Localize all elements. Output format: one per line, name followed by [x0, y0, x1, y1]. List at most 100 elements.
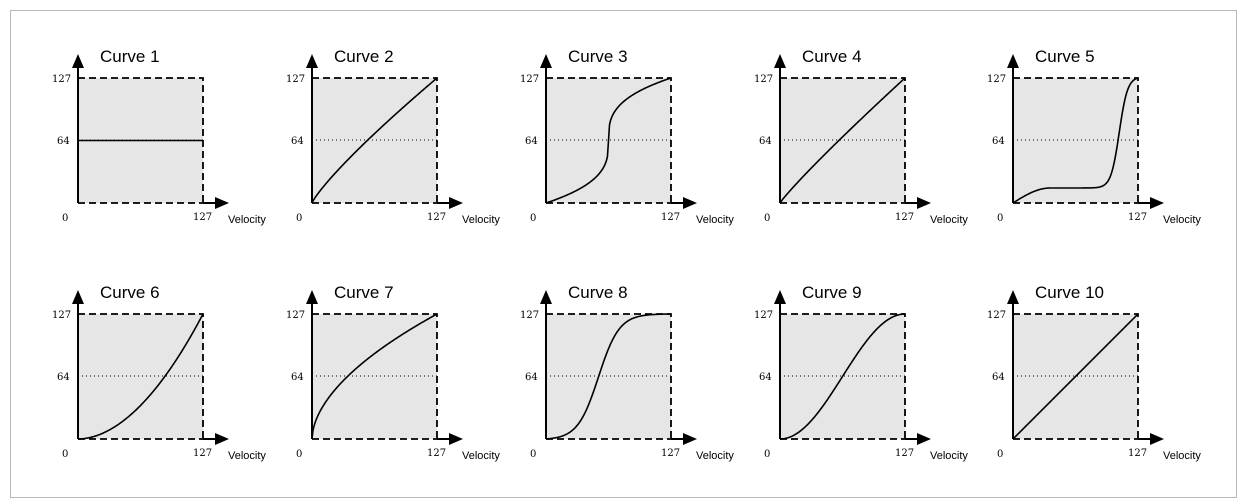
curve-panel-3: Curve 3 127 64 0 127 Velocity: [520, 47, 734, 226]
origin-tick: 0: [296, 449, 302, 460]
x-tick-max: 127: [193, 448, 212, 459]
x-axis-arrowhead: [683, 197, 697, 209]
x-axis-arrowhead: [917, 433, 931, 445]
y-axis-arrowhead: [540, 54, 552, 68]
x-tick-max: 127: [427, 212, 446, 223]
x-tick-max: 127: [661, 212, 680, 223]
origin-tick: 0: [530, 449, 536, 460]
curve-panel-8: Curve 8 127 64 0 127 Velocity: [520, 283, 734, 462]
y-axis-arrowhead: [540, 290, 552, 304]
y-axis-arrowhead: [72, 290, 84, 304]
y-tick-mid: 64: [525, 372, 538, 383]
y-tick-max: 127: [754, 74, 773, 85]
y-tick-max: 127: [52, 310, 71, 321]
velocity-curve-line: [311, 313, 438, 440]
y-tick-mid: 64: [759, 136, 772, 147]
x-tick-max: 127: [895, 212, 914, 223]
y-tick-mid: 64: [291, 372, 304, 383]
velocity-curve-line: [545, 77, 672, 204]
x-axis-label: Velocity: [696, 214, 734, 226]
y-tick-max: 127: [286, 310, 305, 321]
y-tick-mid: 64: [291, 136, 304, 147]
y-tick-max: 127: [987, 310, 1006, 321]
x-tick-max: 127: [661, 448, 680, 459]
origin-tick: 0: [296, 213, 302, 224]
curve-panel-1: Curve 1 127 64 0 127 Velocity: [52, 47, 266, 226]
origin-tick: 0: [764, 213, 770, 224]
curve-panel-5: Curve 5 127 64 0 127 Velocity: [987, 47, 1201, 226]
plot-area: [546, 314, 671, 439]
velocity-curve-line: [1012, 313, 1139, 440]
origin-tick: 0: [764, 449, 770, 460]
x-axis-arrowhead: [1150, 433, 1164, 445]
y-axis-arrowhead: [1007, 54, 1019, 68]
x-axis-label: Velocity: [1163, 214, 1201, 226]
x-axis-label: Velocity: [228, 450, 266, 462]
curve-title: Curve 10: [1035, 283, 1104, 302]
max-bound-dashed-line: [78, 77, 204, 203]
curve-title: Curve 6: [100, 283, 160, 302]
curve-title: Curve 2: [334, 47, 394, 66]
y-axis-arrowhead: [72, 54, 84, 68]
y-tick-mid: 64: [992, 136, 1005, 147]
plot-area: [312, 78, 437, 203]
x-tick-max: 127: [427, 448, 446, 459]
plot-area: [312, 314, 437, 439]
x-axis-arrowhead: [1150, 197, 1164, 209]
y-axis-arrowhead: [774, 54, 786, 68]
y-axis-arrowhead: [306, 54, 318, 68]
velocity-curve-line: [311, 77, 438, 204]
origin-tick: 0: [62, 449, 68, 460]
x-axis-arrowhead: [449, 433, 463, 445]
y-tick-max: 127: [520, 310, 539, 321]
x-axis-label: Velocity: [930, 450, 968, 462]
curve-title: Curve 1: [100, 47, 160, 66]
x-axis-arrowhead: [215, 433, 229, 445]
y-tick-max: 127: [520, 74, 539, 85]
velocity-curve-line: [545, 313, 672, 440]
origin-tick: 0: [997, 213, 1003, 224]
y-tick-max: 127: [52, 74, 71, 85]
y-tick-mid: 64: [759, 372, 772, 383]
curve-title: Curve 4: [802, 47, 862, 66]
y-tick-max: 127: [754, 310, 773, 321]
velocity-curve-line: [77, 313, 204, 440]
curve-panel-6: Curve 6 127 64 0 127 Velocity: [52, 283, 266, 462]
y-tick-max: 127: [286, 74, 305, 85]
x-axis-label: Velocity: [228, 214, 266, 226]
figure-border: [10, 10, 1237, 498]
y-tick-mid: 64: [525, 136, 538, 147]
x-axis-arrowhead: [917, 197, 931, 209]
y-tick-mid: 64: [992, 372, 1005, 383]
curve-title: Curve 8: [568, 283, 628, 302]
x-axis-label: Velocity: [462, 214, 500, 226]
origin-tick: 0: [530, 213, 536, 224]
curve-title: Curve 9: [802, 283, 862, 302]
y-tick-mid: 64: [57, 136, 70, 147]
x-axis-label: Velocity: [930, 214, 968, 226]
velocity-curve-line: [779, 77, 906, 204]
curve-panel-10: Curve 10 127 64 0 127 Velocity: [987, 283, 1201, 462]
x-axis-arrowhead: [449, 197, 463, 209]
origin-tick: 0: [997, 449, 1003, 460]
y-axis-arrowhead: [306, 290, 318, 304]
y-axis-arrowhead: [1007, 290, 1019, 304]
curve-title: Curve 5: [1035, 47, 1095, 66]
plot-area: [1013, 78, 1138, 203]
x-axis-label: Velocity: [1163, 450, 1201, 462]
curve-title: Curve 3: [568, 47, 628, 66]
curve-panel-2: Curve 2 127 64 0 127 Velocity: [286, 47, 500, 226]
x-axis-label: Velocity: [462, 450, 500, 462]
curve-panel-9: Curve 9 127 64 0 127 Velocity: [754, 283, 968, 462]
curve-panel-7: Curve 7 127 64 0 127 Velocity: [286, 283, 500, 462]
curve-panel-4: Curve 4 127 64 0 127 Velocity: [754, 47, 968, 226]
plot-area: [780, 78, 905, 203]
x-axis-arrowhead: [683, 433, 697, 445]
origin-tick: 0: [62, 213, 68, 224]
velocity-curve-line: [1012, 77, 1139, 204]
plot-area: [78, 314, 203, 439]
x-tick-max: 127: [1128, 448, 1147, 459]
y-tick-max: 127: [987, 74, 1006, 85]
